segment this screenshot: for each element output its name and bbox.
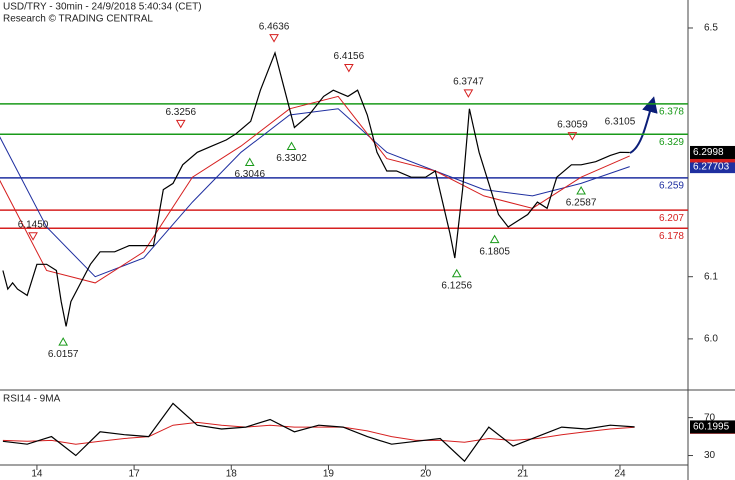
series-line <box>2 50 630 327</box>
high-marker <box>175 119 186 129</box>
high-marker <box>463 89 474 98</box>
low-marker <box>451 268 462 278</box>
rsi-plot <box>2 402 635 463</box>
y-tick-label: 6.5 <box>704 23 718 34</box>
series-line <box>0 95 630 284</box>
y-tick-label: 6.0 <box>704 334 718 345</box>
level-label: 6.207 <box>659 213 684 224</box>
low-marker <box>576 186 586 195</box>
low-marker <box>58 337 69 346</box>
x-tick-label: 21 <box>517 469 529 480</box>
high-label: 6.3747 <box>453 77 484 88</box>
rsi-title: RSI14 - 9MA <box>3 394 61 405</box>
last-value-box <box>690 420 735 434</box>
low-marker <box>489 234 500 244</box>
high-marker <box>567 132 578 141</box>
y-tick-label: 6.1 <box>704 271 718 282</box>
level-label: 6.329 <box>659 137 684 148</box>
x-tick-label: 24 <box>614 469 626 480</box>
level-label: 6.259 <box>659 180 684 191</box>
x-tick-label: 19 <box>323 469 335 480</box>
price-label: 6.3105 <box>605 116 636 127</box>
high-marker <box>269 34 279 43</box>
axes: 6.0 6.1 6.5 14 17 18 19 20 21 24 6.378 6.329 6.259 6.… <box>18 21 735 480</box>
last-value-box <box>690 145 735 159</box>
high-label: 6.4156 <box>334 51 365 62</box>
low-marker <box>244 157 255 166</box>
high-marker <box>343 63 354 73</box>
x-tick-label: 18 <box>226 469 238 480</box>
last-value-label: 60.1995 <box>693 422 730 433</box>
high-label: 6.4636 <box>259 21 290 32</box>
low-label: 6.1805 <box>479 246 510 257</box>
series-line <box>0 108 630 278</box>
high-marker <box>28 232 38 241</box>
chart-subtitle: Research © TRADING CENTRAL <box>3 14 153 25</box>
low-label: 6.3046 <box>234 169 265 180</box>
y-tick-label: 30 <box>704 450 716 461</box>
chart-title: USD/TRY - 30min - 24/9/2018 5:40:34 (CET… <box>3 2 202 13</box>
high-label: 6.1450 <box>18 219 49 230</box>
series-line <box>2 402 635 463</box>
x-tick-label: 14 <box>31 469 43 480</box>
y-tick-label: 70 <box>704 412 716 423</box>
low-label: 6.0157 <box>48 349 79 360</box>
last-value-label: 6.2998 <box>693 147 724 158</box>
high-label: 6.3059 <box>557 119 588 130</box>
level-label: 6.378 <box>659 106 684 117</box>
x-tick-label: 17 <box>129 469 141 480</box>
forecast-arrow <box>629 96 658 154</box>
x-tick-label: 20 <box>420 469 432 480</box>
price-plot <box>0 50 688 327</box>
low-label: 6.3302 <box>276 153 307 164</box>
last-value-box <box>690 160 735 174</box>
low-label: 6.1256 <box>441 280 472 291</box>
last-value-label: 6.27703 <box>693 161 730 172</box>
level-label: 6.178 <box>659 231 684 242</box>
low-marker <box>286 141 297 151</box>
low-label: 6.2587 <box>566 198 597 209</box>
high-label: 6.3256 <box>165 107 196 118</box>
